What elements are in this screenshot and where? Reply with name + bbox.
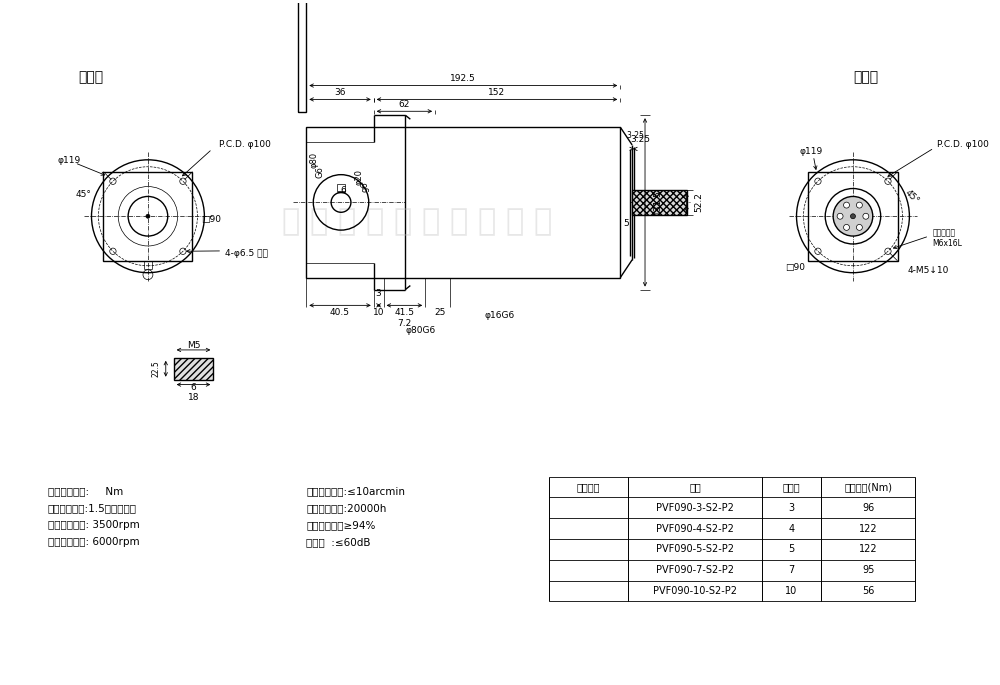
Bar — [808, 172, 898, 261]
Text: φ20: φ20 — [354, 169, 363, 184]
Text: 25: 25 — [434, 308, 446, 316]
Text: □90: □90 — [786, 263, 806, 272]
Text: 10: 10 — [785, 586, 798, 596]
Text: 6: 6 — [340, 186, 346, 195]
Text: 3 25: 3 25 — [627, 131, 644, 140]
Text: 4-M5↓10: 4-M5↓10 — [907, 266, 949, 275]
Text: 3: 3 — [789, 503, 795, 513]
Text: P.C.D. φ100: P.C.D. φ100 — [937, 140, 989, 149]
Circle shape — [837, 213, 843, 219]
Text: 40.5: 40.5 — [330, 308, 350, 316]
Circle shape — [833, 197, 873, 236]
Text: 客户选型: 客户选型 — [577, 482, 600, 492]
Text: 45°: 45° — [76, 190, 92, 199]
Text: 3: 3 — [376, 289, 382, 298]
Bar — [306, 127, 620, 277]
Bar — [337, 184, 345, 192]
Text: φ119: φ119 — [800, 147, 823, 156]
Text: 减速比: 减速比 — [783, 482, 800, 492]
Text: 平均使用寿命:20000h: 平均使用寿命:20000h — [306, 503, 387, 513]
Text: PVF090-4-S2-P2: PVF090-4-S2-P2 — [656, 523, 734, 534]
Text: □90: □90 — [201, 214, 221, 224]
Text: PVF090-7-S2-P2: PVF090-7-S2-P2 — [656, 565, 734, 575]
Text: φ80G6: φ80G6 — [405, 325, 435, 335]
Text: 41.5: 41.5 — [394, 308, 414, 316]
Text: G6: G6 — [316, 166, 325, 177]
Text: 122: 122 — [859, 545, 878, 554]
Text: P.C.D. φ100: P.C.D. φ100 — [219, 140, 271, 149]
Circle shape — [844, 225, 849, 230]
Text: 市 恒 精 机 电 设 备 有 公 司: 市 恒 精 机 电 设 备 有 公 司 — [282, 207, 552, 236]
Text: 45°: 45° — [904, 188, 921, 206]
Text: 型号: 型号 — [689, 482, 701, 492]
Bar — [632, 190, 687, 215]
Text: 输出端: 输出端 — [78, 71, 103, 85]
Text: 7.2: 7.2 — [397, 319, 412, 327]
Text: φ16G6: φ16G6 — [484, 311, 515, 320]
Text: 5: 5 — [788, 545, 795, 554]
Text: 3.25: 3.25 — [630, 134, 650, 144]
Circle shape — [146, 214, 150, 219]
Text: φ80: φ80 — [310, 151, 319, 168]
Circle shape — [856, 225, 862, 230]
Text: φ119: φ119 — [57, 156, 80, 165]
Text: 内六角螺丝
M6x16L: 内六角螺丝 M6x16L — [932, 228, 962, 248]
Text: 22.5: 22.5 — [151, 360, 160, 377]
Circle shape — [856, 202, 862, 208]
Text: 普通回程背隙:≤10arcmin: 普通回程背隙:≤10arcmin — [306, 486, 405, 497]
Text: 6: 6 — [191, 383, 196, 392]
Text: PVF090-3-S2-P2: PVF090-3-S2-P2 — [656, 503, 734, 513]
Text: 56: 56 — [862, 586, 874, 596]
Bar — [298, 0, 306, 112]
Bar — [174, 358, 213, 379]
Text: 5: 5 — [623, 219, 629, 227]
Text: 7: 7 — [788, 565, 795, 575]
Text: M5: M5 — [187, 341, 200, 351]
Circle shape — [844, 202, 849, 208]
Circle shape — [850, 214, 855, 219]
Text: 131.5: 131.5 — [653, 190, 662, 215]
Text: 4-φ6.5 贯穿: 4-φ6.5 贯穿 — [225, 249, 268, 258]
Text: 最大输出扭矩:1.5倍额定扭矩: 最大输出扭矩:1.5倍额定扭矩 — [48, 503, 137, 513]
Bar — [103, 172, 192, 261]
Text: 满载传动效率≥94%: 满载传动效率≥94% — [306, 520, 376, 530]
Text: 18: 18 — [188, 393, 199, 402]
Text: 36: 36 — [334, 88, 346, 97]
Text: 192.5: 192.5 — [450, 74, 476, 83]
Text: 62: 62 — [399, 100, 410, 109]
Text: 10: 10 — [373, 308, 384, 316]
Text: 额定输出扭矩:     Nm: 额定输出扭矩: Nm — [48, 486, 123, 497]
Circle shape — [863, 213, 869, 219]
Text: 96: 96 — [862, 503, 874, 513]
Text: 152: 152 — [488, 88, 506, 97]
Text: 噪音値  :≤60dB: 噪音値 :≤60dB — [306, 537, 371, 547]
Text: 52.2: 52.2 — [694, 192, 703, 212]
Text: 输入端: 输入端 — [853, 71, 878, 85]
Text: g6: g6 — [360, 182, 369, 192]
Text: 额定输入转速: 3500rpm: 额定输入转速: 3500rpm — [48, 520, 140, 530]
Text: 额定扭矩(Nm): 额定扭矩(Nm) — [844, 482, 892, 492]
Text: PVF090-5-S2-P2: PVF090-5-S2-P2 — [656, 545, 734, 554]
Text: 4: 4 — [789, 523, 795, 534]
Text: 最大输入转速: 6000rpm: 最大输入转速: 6000rpm — [48, 537, 140, 547]
Text: 122: 122 — [859, 523, 878, 534]
Text: 95: 95 — [862, 565, 874, 575]
Text: PVF090-10-S2-P2: PVF090-10-S2-P2 — [653, 586, 737, 596]
